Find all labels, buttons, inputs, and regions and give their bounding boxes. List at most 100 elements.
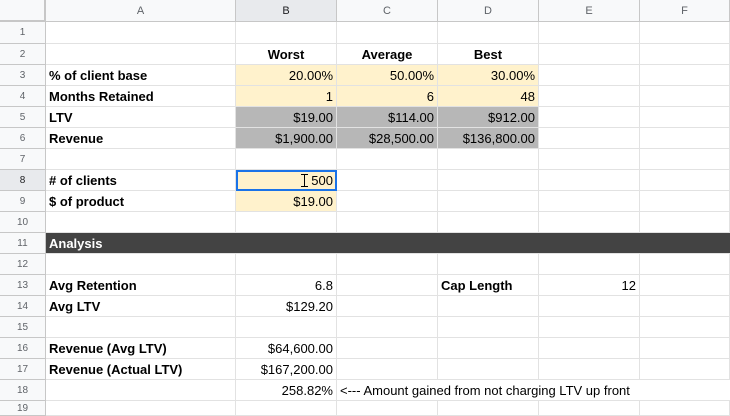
cell-c15[interactable] [337, 317, 438, 338]
pct-worst[interactable]: 20.00% [236, 65, 337, 86]
label-dollar-product[interactable]: $ of product [46, 191, 236, 212]
cell-d1[interactable] [438, 22, 539, 44]
cell-b10[interactable] [236, 212, 337, 233]
cell-e3[interactable] [539, 65, 640, 86]
cell-d16[interactable] [438, 338, 539, 359]
row-header-12[interactable]: 12 [0, 254, 46, 275]
cell-c13[interactable] [337, 275, 438, 296]
label-ltv[interactable]: LTV [46, 107, 236, 128]
label-avg-retention[interactable]: Avg Retention [46, 275, 236, 296]
revenue-best[interactable]: $136,800.00 [438, 128, 539, 149]
pct-average[interactable]: 50.00% [337, 65, 438, 86]
cell-c9[interactable] [337, 191, 438, 212]
pct-best[interactable]: 30.00% [438, 65, 539, 86]
cell-a2[interactable] [46, 44, 236, 65]
ltv-average[interactable]: $114.00 [337, 107, 438, 128]
row-header-18[interactable]: 18 [0, 380, 46, 401]
cell-a19[interactable] [46, 401, 236, 416]
label-num-clients[interactable]: # of clients [46, 170, 236, 191]
cell-c8[interactable] [337, 170, 438, 191]
row-header-6[interactable]: 6 [0, 128, 46, 149]
cell-f6[interactable] [640, 128, 730, 149]
cell-f4[interactable] [640, 86, 730, 107]
cell-d8[interactable] [438, 170, 539, 191]
cell-e19[interactable] [539, 401, 640, 416]
label-revenue-actual-ltv[interactable]: Revenue (Actual LTV) [46, 359, 236, 380]
months-best[interactable]: 48 [438, 86, 539, 107]
cell-d10[interactable] [438, 212, 539, 233]
cell-b19[interactable] [236, 401, 337, 416]
avg-ltv-value[interactable]: $129.20 [236, 296, 337, 317]
cell-e8[interactable] [539, 170, 640, 191]
cell-e1[interactable] [539, 22, 640, 44]
column-header-c[interactable]: C [337, 0, 438, 22]
label-revenue[interactable]: Revenue [46, 128, 236, 149]
cell-f14[interactable] [640, 296, 730, 317]
cell-e5[interactable] [539, 107, 640, 128]
cell-f15[interactable] [640, 317, 730, 338]
cell-c14[interactable] [337, 296, 438, 317]
row-header-17[interactable]: 17 [0, 359, 46, 380]
ltv-worst[interactable]: $19.00 [236, 107, 337, 128]
row-header-2[interactable]: 2 [0, 44, 46, 65]
row-header-14[interactable]: 14 [0, 296, 46, 317]
cell-f8[interactable] [640, 170, 730, 191]
cell-d9[interactable] [438, 191, 539, 212]
cell-e14[interactable] [539, 296, 640, 317]
cell-f12[interactable] [640, 254, 730, 275]
column-header-b[interactable]: B [236, 0, 337, 22]
row-header-9[interactable]: 9 [0, 191, 46, 212]
row-header-5[interactable]: 5 [0, 107, 46, 128]
cell-f10[interactable] [640, 212, 730, 233]
column-header-e[interactable]: E [539, 0, 640, 22]
cell-f9[interactable] [640, 191, 730, 212]
row-header-15[interactable]: 15 [0, 317, 46, 338]
cell-a7[interactable] [46, 149, 236, 170]
column-header-d[interactable]: D [438, 0, 539, 22]
avg-retention-value[interactable]: 6.8 [236, 275, 337, 296]
cell-f2[interactable] [640, 44, 730, 65]
cell-c1[interactable] [337, 22, 438, 44]
cell-c17[interactable] [337, 359, 438, 380]
cell-c19[interactable] [337, 401, 438, 416]
row-header-11[interactable]: 11 [0, 233, 46, 254]
cell-e4[interactable] [539, 86, 640, 107]
revenue-average[interactable]: $28,500.00 [337, 128, 438, 149]
cell-d7[interactable] [438, 149, 539, 170]
ltv-best[interactable]: $912.00 [438, 107, 539, 128]
cell-c16[interactable] [337, 338, 438, 359]
cell-a15[interactable] [46, 317, 236, 338]
cell-a12[interactable] [46, 254, 236, 275]
label-avg-ltv[interactable]: Avg LTV [46, 296, 236, 317]
header-best[interactable]: Best [438, 44, 539, 65]
header-average[interactable]: Average [337, 44, 438, 65]
cell-e15[interactable] [539, 317, 640, 338]
months-average[interactable]: 6 [337, 86, 438, 107]
cell-f17[interactable] [640, 359, 730, 380]
analysis-section-header[interactable]: Analysis [46, 233, 730, 254]
cell-d14[interactable] [438, 296, 539, 317]
gain-note[interactable]: <--- Amount gained from not charging LTV… [337, 380, 730, 401]
cell-a10[interactable] [46, 212, 236, 233]
cell-f3[interactable] [640, 65, 730, 86]
header-worst[interactable]: Worst [236, 44, 337, 65]
cell-c12[interactable] [337, 254, 438, 275]
cell-a18[interactable] [46, 380, 236, 401]
cell-e7[interactable] [539, 149, 640, 170]
cell-f5[interactable] [640, 107, 730, 128]
column-header-f[interactable]: F [640, 0, 730, 22]
cell-d15[interactable] [438, 317, 539, 338]
row-header-13[interactable]: 13 [0, 275, 46, 296]
cell-b12[interactable] [236, 254, 337, 275]
gain-percent-value[interactable]: 258.82% [236, 380, 337, 401]
months-worst[interactable]: 1 [236, 86, 337, 107]
row-header-19[interactable]: 19 [0, 401, 46, 416]
row-header-10[interactable]: 10 [0, 212, 46, 233]
row-header-16[interactable]: 16 [0, 338, 46, 359]
cell-c10[interactable] [337, 212, 438, 233]
cell-e12[interactable] [539, 254, 640, 275]
cell-f7[interactable] [640, 149, 730, 170]
num-clients-input[interactable]: 500 [236, 170, 337, 191]
cell-d17[interactable] [438, 359, 539, 380]
column-header-a[interactable]: A [46, 0, 236, 22]
